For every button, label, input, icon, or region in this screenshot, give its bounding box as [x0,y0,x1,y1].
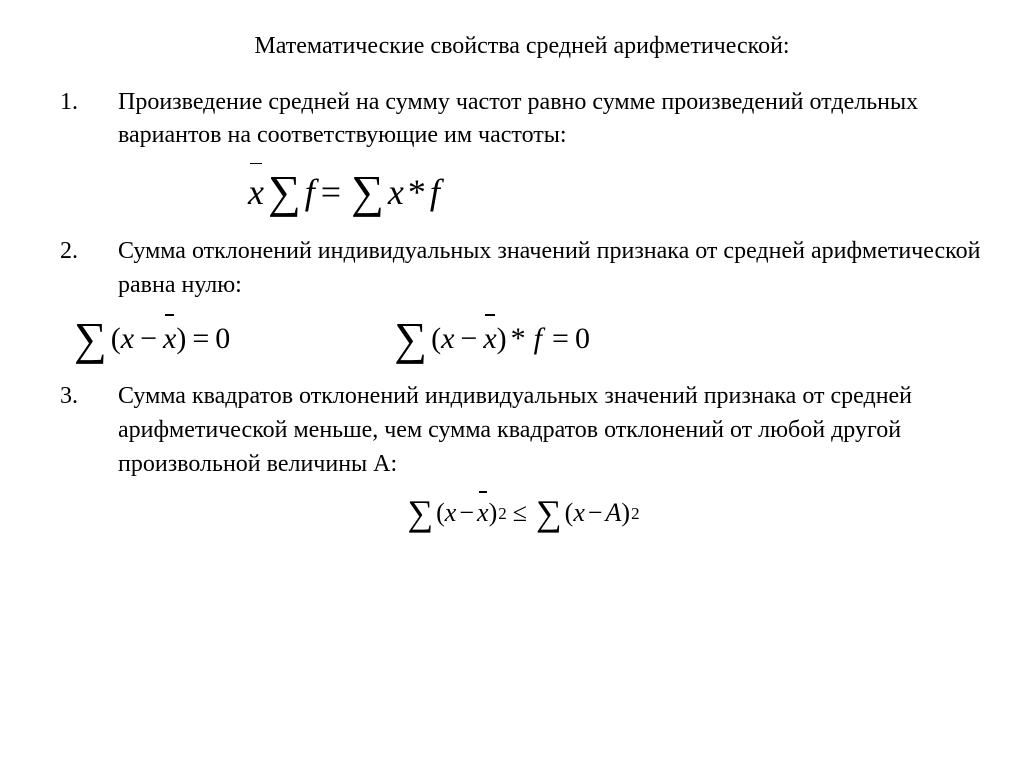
le-op: ≤ [513,495,527,531]
exp-2: 2 [498,502,506,526]
lparen: ( [431,318,441,360]
x-bar: x [483,318,496,360]
formula-3: ∑ ( x − x ) 2 ≤ ∑ ( x − A ) 2 [60,495,984,536]
item-text: Сумма отклонений индивидуальных значений… [118,235,984,302]
list-item-3: 3. Сумма квадратов отклонений индивидуал… [60,380,984,536]
var-f: f [305,167,315,217]
list-item-2: 2. Сумма отклонений индивидуальных значе… [60,235,984,362]
star-op: * [408,167,426,217]
sigma-icon: ∑ [394,316,427,362]
minus: − [140,318,157,360]
zero: 0 [575,318,590,360]
sigma-icon: ∑ [407,495,433,531]
equals: = [321,167,341,217]
lparen: ( [436,495,445,531]
var-x: x [573,495,585,531]
item-number: 2. [60,235,100,269]
minus: − [459,495,474,531]
var-A: A [606,495,622,531]
item-number: 3. [60,380,100,414]
star-op: * [511,318,526,360]
x-bar: x [477,495,489,531]
var-f: f [534,318,542,360]
minus: − [460,318,477,360]
formula-2a: ∑ ( x − x ) = 0 [70,316,230,362]
properties-list: 1. Произведение средней на сумму частот … [60,86,984,536]
lparen: ( [111,318,121,360]
list-item-1: 1. Произведение средней на сумму частот … [60,86,984,218]
var-x: x [445,495,457,531]
equals: = [192,318,209,360]
x-bar: x [248,167,264,217]
minus: − [588,495,603,531]
page: Математические свойства средней арифмети… [0,0,1024,574]
item-text: Сумма квадратов отклонений индивидуальны… [118,380,984,481]
equals: = [552,318,569,360]
sigma-icon: ∑ [74,316,107,362]
title: Математические свойства средней арифмети… [60,30,984,64]
item-text: Произведение средней на сумму частот рав… [118,86,984,153]
var-x: x [441,318,454,360]
sigma-icon: ∑ [268,169,301,215]
var-x: x [121,318,134,360]
rparen: ) [621,495,630,531]
exp-2: 2 [631,502,639,526]
sigma-icon: ∑ [536,495,562,531]
sigma-icon: ∑ [351,169,384,215]
rparen: ) [497,318,507,360]
var-x: x [388,167,404,217]
rparen: ) [176,318,186,360]
formula-1: x ∑ f = ∑ x * f [118,167,984,217]
rparen: ) [489,495,498,531]
zero: 0 [215,318,230,360]
lparen: ( [565,495,574,531]
formula-2-row: ∑ ( x − x ) = 0 ∑ ( x − x ) * f [60,316,984,362]
x-bar: x [163,318,176,360]
var-f: f [430,167,440,217]
item-number: 1. [60,86,100,120]
formula-2b: ∑ ( x − x ) * f = 0 [390,316,590,362]
